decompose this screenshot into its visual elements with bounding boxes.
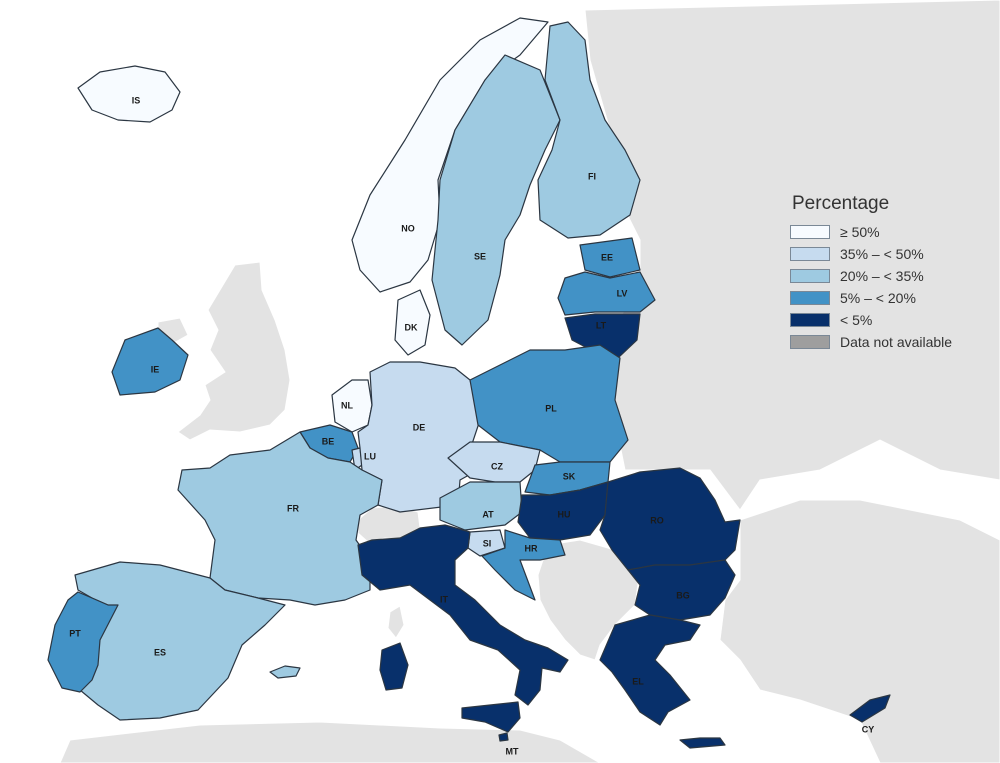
label-lv: LV bbox=[617, 288, 628, 298]
legend-swatch bbox=[790, 291, 830, 305]
label-se: SE bbox=[474, 251, 486, 261]
country-ro[interactable] bbox=[599, 467, 741, 571]
label-is: IS bbox=[132, 95, 141, 105]
country-it[interactable] bbox=[357, 524, 569, 706]
label-mt: MT bbox=[506, 746, 519, 756]
legend-item: 20% – < 35% bbox=[790, 265, 990, 287]
label-cy: CY bbox=[862, 724, 875, 734]
island-crete[interactable] bbox=[679, 737, 726, 749]
map-legend: Percentage ≥ 50% 35% – < 50% 20% – < 35%… bbox=[790, 193, 990, 353]
label-hu: HU bbox=[558, 509, 571, 519]
label-ie: IE bbox=[151, 364, 160, 374]
label-ee: EE bbox=[601, 252, 613, 262]
land-north-africa bbox=[59, 721, 602, 763]
country-dk[interactable] bbox=[394, 289, 431, 356]
label-no: NO bbox=[401, 223, 415, 233]
legend-swatch bbox=[790, 269, 830, 283]
country-hu[interactable] bbox=[517, 481, 609, 541]
land-uk bbox=[177, 261, 291, 441]
legend-title: Percentage bbox=[792, 193, 890, 214]
label-pl: PL bbox=[545, 403, 557, 413]
land-turkey-east bbox=[719, 499, 1000, 763]
label-fr: FR bbox=[287, 503, 299, 513]
label-cz: CZ bbox=[491, 461, 503, 471]
legend-item: 35% – < 50% bbox=[790, 243, 990, 265]
label-sk: SK bbox=[563, 471, 576, 481]
label-de: DE bbox=[413, 422, 426, 432]
label-el: EL bbox=[632, 676, 644, 686]
legend-label: 35% – < 50% bbox=[840, 246, 924, 262]
island-sardinia[interactable] bbox=[379, 642, 409, 691]
country-fi[interactable] bbox=[537, 21, 641, 239]
legend-item: 5% – < 20% bbox=[790, 287, 990, 309]
island-balearic[interactable] bbox=[269, 665, 301, 679]
legend-label: < 5% bbox=[840, 312, 873, 328]
country-cy[interactable] bbox=[849, 694, 891, 723]
label-hr: HR bbox=[525, 543, 538, 553]
label-ro: RO bbox=[650, 515, 664, 525]
country-lv[interactable] bbox=[557, 271, 656, 316]
legend-label: 20% – < 35% bbox=[840, 268, 924, 284]
label-es: ES bbox=[154, 647, 166, 657]
legend-item: ≥ 50% bbox=[790, 221, 990, 243]
legend-swatch bbox=[790, 335, 830, 349]
label-it: IT bbox=[440, 594, 449, 604]
label-si: SI bbox=[483, 538, 492, 548]
island-sicily[interactable] bbox=[461, 701, 521, 733]
land-corsica bbox=[387, 605, 405, 639]
country-el[interactable] bbox=[599, 614, 701, 726]
countries-layer bbox=[47, 17, 891, 749]
legend-label: Data not available bbox=[840, 334, 953, 350]
legend-label: ≥ 50% bbox=[840, 224, 880, 240]
label-be: BE bbox=[322, 436, 335, 446]
country-is[interactable] bbox=[77, 65, 181, 123]
country-ie[interactable] bbox=[111, 327, 189, 396]
label-dk: DK bbox=[405, 322, 418, 332]
label-pt: PT bbox=[69, 628, 81, 638]
country-labels: IS NO SE FI EE LV LT DK IE NL BE LU DE P… bbox=[69, 95, 874, 756]
country-mt[interactable] bbox=[498, 732, 509, 742]
label-lu: LU bbox=[364, 451, 376, 461]
legend-swatch bbox=[790, 313, 830, 327]
country-pt[interactable] bbox=[47, 591, 119, 693]
label-lt: LT bbox=[596, 320, 607, 330]
country-lt[interactable] bbox=[564, 313, 641, 359]
label-nl: NL bbox=[341, 400, 353, 410]
country-bg[interactable] bbox=[627, 559, 736, 621]
country-fr[interactable] bbox=[177, 431, 383, 606]
legend-swatch bbox=[790, 225, 830, 239]
country-ee[interactable] bbox=[579, 237, 641, 278]
legend-item: Data not available bbox=[790, 331, 990, 353]
label-bg: BG bbox=[676, 590, 690, 600]
country-se[interactable] bbox=[431, 54, 561, 346]
label-fi: FI bbox=[588, 171, 596, 181]
legend-item: < 5% bbox=[790, 309, 990, 331]
legend-label: 5% – < 20% bbox=[840, 290, 916, 306]
label-at: AT bbox=[482, 509, 494, 519]
country-hr[interactable] bbox=[481, 529, 566, 601]
legend-swatch bbox=[790, 247, 830, 261]
